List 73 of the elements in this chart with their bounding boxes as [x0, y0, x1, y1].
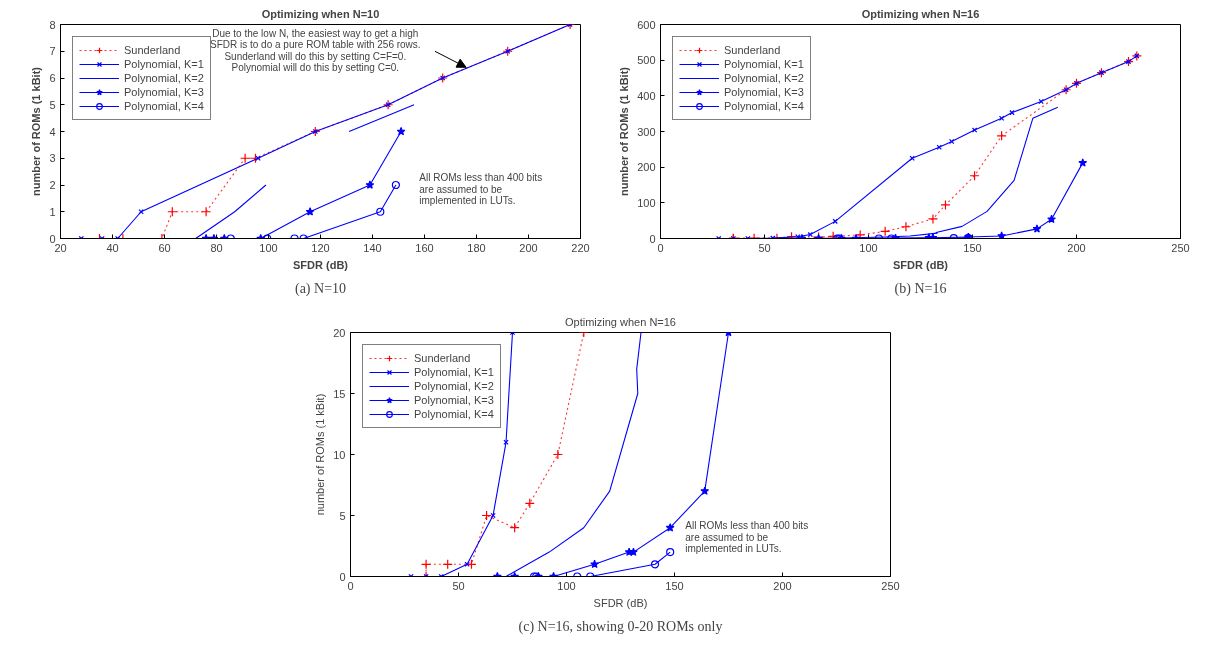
x-tick-label: 150: [665, 579, 684, 592]
x-tick-label: 40: [106, 241, 119, 254]
legend-label: Sunderland: [414, 351, 471, 365]
x-tick-label: 100: [259, 241, 278, 254]
y-tick-label: 6: [49, 72, 56, 84]
legend-label: Polynomial, K=1: [724, 57, 804, 71]
x-tick-label: 140: [363, 241, 382, 254]
x-tick-label: 220: [571, 241, 590, 254]
y-axis-title: number of ROMs (1 kBit): [618, 66, 631, 196]
text: (b) N=16: [894, 280, 947, 297]
legend-label: Polynomial, K=2: [414, 379, 494, 393]
x-tick-label: 100: [859, 241, 878, 254]
legend-label: Sunderland: [124, 43, 181, 57]
annotation: Due to the low N, the easiest way to get a high SFDR is to do a pure ROM table with 256 rows. Sunderland will do this by setting C=F=0. Polynomial will do this by setting C=0.: [209, 27, 421, 74]
y-tick-label: 200: [637, 161, 656, 174]
y-tick-label: 100: [637, 196, 656, 209]
legend-label: Polynomial, K=4: [724, 99, 804, 113]
x-tick-label: 50: [758, 241, 771, 254]
x-tick-label: 60: [158, 241, 171, 254]
y-axis-title: number of ROMs (1 kBit): [314, 393, 327, 516]
y-tick-label: 4: [49, 125, 56, 138]
x-axis-title: SFDR (dB): [893, 258, 949, 271]
x-tick-label: 250: [881, 579, 900, 592]
legend-label: Polynomial, K=1: [124, 57, 204, 71]
text: (c) N=16, showing 0-20 ROMs only: [518, 618, 723, 635]
y-tick-label: 1: [49, 205, 56, 218]
x-axis-title: SFDR (dB): [293, 258, 349, 271]
x-tick-label: 200: [519, 241, 538, 254]
x-tick-label: 200: [773, 579, 792, 592]
legend-label: Polynomial, K=3: [414, 393, 494, 407]
y-tick-label: 500: [637, 54, 656, 67]
y-tick-label: 0: [339, 570, 346, 583]
y-tick-label: 2: [49, 179, 56, 191]
y-tick-label: 0: [49, 232, 56, 245]
legend-label: Polynomial, K=2: [124, 71, 204, 85]
legend-label: Sunderland: [724, 43, 781, 57]
y-tick-label: 5: [339, 509, 346, 522]
x-tick-label: 180: [467, 241, 486, 254]
annotation: All ROMs less than 400 bits are assumed to be implemented in LUTs.: [419, 172, 543, 207]
text: (a) N=10: [294, 280, 347, 297]
y-tick-label: 15: [333, 387, 346, 400]
x-tick-label: 80: [210, 241, 223, 254]
legend-label: Polynomial, K=4: [124, 99, 204, 113]
x-tick-label: 200: [1067, 241, 1086, 254]
x-tick-label: 0: [657, 241, 664, 254]
x-tick-label: 100: [557, 579, 576, 592]
y-tick-label: 20: [333, 326, 346, 339]
x-tick-label: 0: [347, 579, 354, 592]
y-tick-label: 300: [637, 125, 656, 138]
legend-label: Polynomial, K=2: [724, 71, 804, 85]
y-tick-label: 10: [333, 448, 346, 461]
x-tick-label: 150: [963, 241, 982, 254]
x-tick-label: 120: [311, 241, 330, 254]
y-axis-title: number of ROMs (1 kBit): [30, 66, 43, 196]
legend-label: Polynomial, K=3: [724, 85, 804, 99]
y-tick-label: 5: [49, 98, 56, 111]
y-tick-label: 600: [637, 18, 656, 31]
y-tick-label: 8: [49, 18, 56, 31]
legend-label: Polynomial, K=1: [414, 365, 494, 379]
x-tick-label: 50: [452, 579, 465, 592]
chart-title: Optimizing when N=10: [261, 7, 380, 20]
legend-label: Polynomial, K=4: [414, 407, 494, 421]
y-tick-label: 7: [49, 45, 56, 58]
annotation: All ROMs less than 400 bits are assumed to be implemented in LUTs.: [685, 520, 809, 555]
y-tick-label: 3: [49, 152, 56, 165]
y-tick-label: 0: [649, 232, 656, 245]
chart-title: Optimizing when N=16: [565, 315, 676, 328]
legend-label: Polynomial, K=3: [124, 85, 204, 99]
y-tick-label: 400: [637, 89, 656, 102]
x-tick-label: 250: [1171, 241, 1190, 254]
x-axis-title: SFDR (dB): [593, 596, 648, 609]
chart-title: Optimizing when N=16: [861, 7, 980, 20]
x-tick-label: 160: [415, 241, 434, 254]
